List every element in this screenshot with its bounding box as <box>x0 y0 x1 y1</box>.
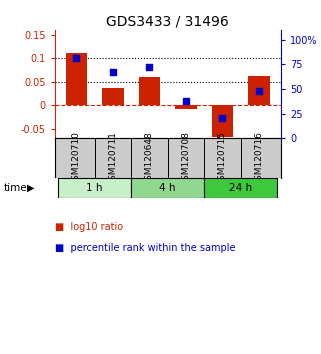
Bar <box>204 178 277 198</box>
Bar <box>175 105 197 109</box>
Text: GSM120711: GSM120711 <box>108 131 117 185</box>
Text: GSM120716: GSM120716 <box>255 131 264 185</box>
Text: 4 h: 4 h <box>160 183 176 193</box>
Text: ▶: ▶ <box>27 183 35 193</box>
Point <box>147 64 152 70</box>
Bar <box>65 53 87 105</box>
Text: GSM120648: GSM120648 <box>145 131 154 185</box>
Bar <box>58 178 131 198</box>
Point <box>183 98 188 104</box>
Text: ■  percentile rank within the sample: ■ percentile rank within the sample <box>55 243 235 253</box>
Text: 24 h: 24 h <box>229 183 252 193</box>
Bar <box>131 178 204 198</box>
Bar <box>212 105 233 137</box>
Title: GDS3433 / 31496: GDS3433 / 31496 <box>106 15 229 29</box>
Text: ■  log10 ratio: ■ log10 ratio <box>55 222 123 232</box>
Bar <box>102 88 124 105</box>
Text: GSM120715: GSM120715 <box>218 131 227 185</box>
Point <box>74 55 79 61</box>
Text: GSM120710: GSM120710 <box>72 131 81 185</box>
Point <box>256 88 262 94</box>
Point <box>110 69 116 75</box>
Text: time: time <box>3 183 27 193</box>
Text: GSM120708: GSM120708 <box>181 131 190 185</box>
Point <box>220 116 225 121</box>
Bar <box>248 76 270 105</box>
Bar <box>139 77 160 105</box>
Text: 1 h: 1 h <box>86 183 103 193</box>
